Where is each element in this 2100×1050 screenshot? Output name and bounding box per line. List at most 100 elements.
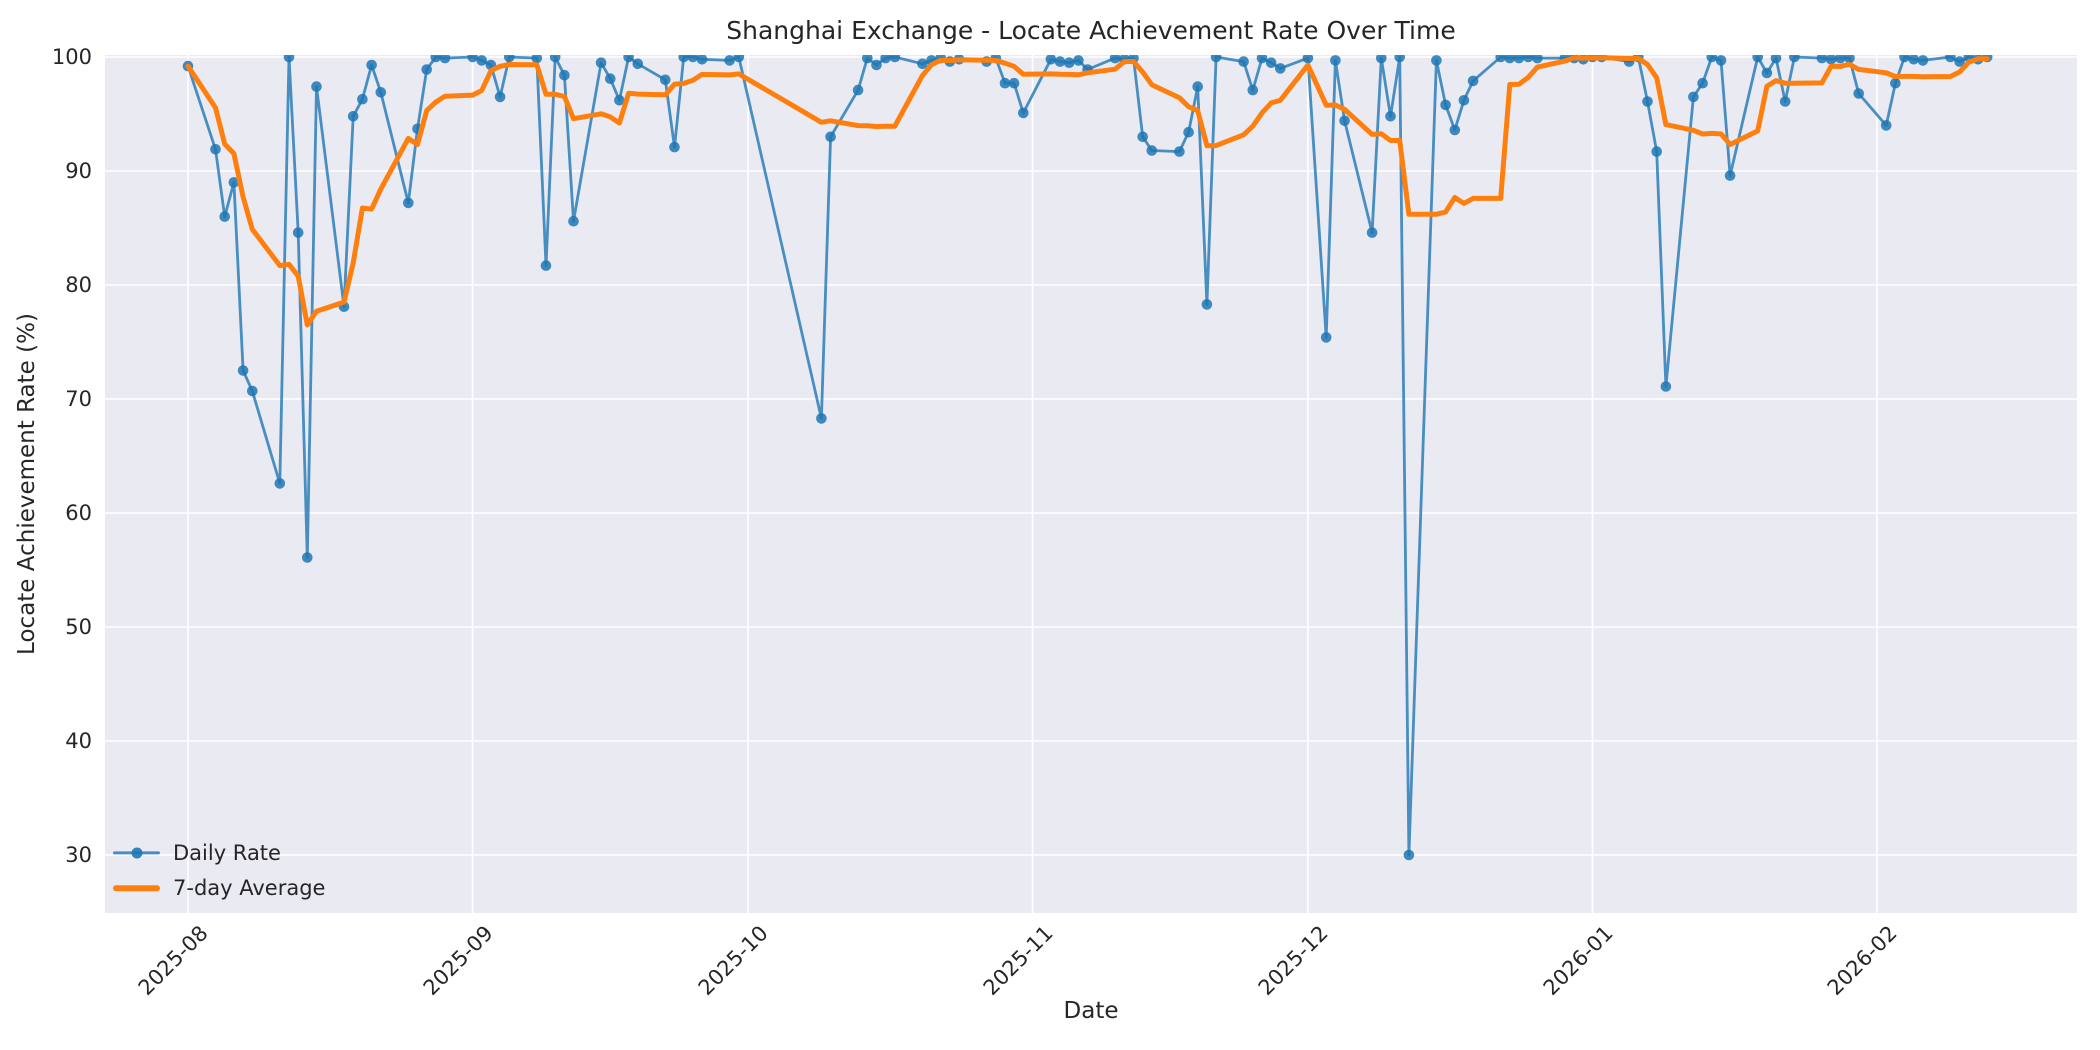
- y-tick-label: 70: [65, 387, 92, 411]
- daily-rate-marker: [1385, 111, 1396, 122]
- daily-rate-marker: [1440, 99, 1451, 111]
- x-axis-label: Date: [1063, 998, 1119, 1024]
- daily-rate-marker: [1174, 146, 1185, 157]
- daily-rate-marker: [1761, 67, 1773, 79]
- daily-rate-marker: [531, 55, 543, 64]
- y-tick-label: 100: [51, 45, 92, 69]
- daily-rate-marker: [1945, 55, 1956, 63]
- daily-rate-marker: [1880, 120, 1892, 131]
- daily-rate-marker: [347, 111, 359, 122]
- daily-rate-marker: [1816, 55, 1828, 64]
- plot-area: [105, 55, 2077, 913]
- daily-rate-marker: [1899, 55, 1910, 63]
- daily-rate-marker: [1789, 55, 1800, 63]
- daily-rate-marker: [1431, 55, 1442, 66]
- daily-rate-marker: [1779, 96, 1791, 107]
- daily-rate-marker: [1256, 55, 1268, 64]
- daily-rate-marker: [1495, 55, 1506, 63]
- daily-rate-marker: [1651, 146, 1662, 157]
- daily-rate-marker: [494, 91, 506, 103]
- daily-rate-marker: [1201, 299, 1213, 310]
- daily-rate-marker: [559, 69, 570, 81]
- legend: Daily Rate 7-day Average: [113, 840, 325, 901]
- daily-rate-marker: [1835, 55, 1846, 64]
- daily-rate-marker: [302, 552, 313, 563]
- daily-rate-marker: [421, 64, 433, 75]
- daily-rate-marker: [1376, 55, 1387, 64]
- daily-rate-marker: [724, 55, 735, 66]
- daily-rate-line-sample-icon: [113, 842, 160, 864]
- daily-rate-marker: [1853, 88, 1864, 99]
- daily-rate-marker: [678, 55, 689, 63]
- daily-rate-marker: [1908, 55, 1919, 65]
- daily-rate-marker: [1394, 55, 1405, 63]
- daily-rate-marker: [632, 58, 644, 70]
- legend-label-7day-average: 7-day Average: [173, 876, 326, 900]
- daily-rate-marker: [1275, 63, 1286, 74]
- daily-rate-marker: [871, 59, 882, 71]
- daily-rate-marker: [228, 177, 240, 188]
- daily-rate-marker: [1467, 75, 1479, 87]
- daily-rate-marker: [1688, 91, 1699, 103]
- daily-rate-marker: [1302, 55, 1314, 64]
- daily-rate-marker: [614, 95, 625, 106]
- series-group: [182, 55, 1993, 861]
- daily-rate-marker: [247, 385, 258, 397]
- daily-rate-marker: [816, 413, 827, 424]
- daily-rate-marker: [1063, 57, 1075, 68]
- daily-rate-marker: [504, 55, 515, 63]
- daily-rate-marker: [1532, 55, 1543, 64]
- daily-rate-marker: [1320, 332, 1332, 343]
- daily-rate-marker: [1054, 56, 1066, 67]
- daily-rate-marker: [1513, 55, 1525, 64]
- daily-rate-marker: [1917, 55, 1929, 66]
- daily-rate-marker: [283, 55, 295, 63]
- daily-rate-marker: [1137, 131, 1148, 143]
- daily-rate-marker: [1008, 77, 1020, 89]
- daily-rate-marker: [568, 215, 579, 227]
- legend-label-daily-rate: Daily Rate: [173, 841, 281, 865]
- daily-rate-marker: [366, 59, 377, 71]
- daily-rate-marker: [1146, 145, 1158, 156]
- daily-rate-marker: [1752, 55, 1763, 63]
- daily-rate-marker: [1265, 57, 1277, 68]
- daily-rate-marker: [219, 211, 230, 222]
- daily-rate-marker: [623, 55, 634, 63]
- daily-rate-marker: [660, 74, 671, 86]
- daily-rate-marker: [1330, 55, 1341, 66]
- daily-rate-marker: [1210, 55, 1222, 63]
- daily-rate-marker: [1890, 77, 1901, 89]
- seven-day-average-line: [185, 55, 1990, 328]
- daily-rate-marker: [1522, 55, 1534, 63]
- daily-rate-marker: [1954, 56, 1965, 67]
- daily-rate-marker: [1504, 55, 1516, 64]
- daily-rate-marker: [917, 58, 928, 70]
- daily-rate-marker: [1247, 84, 1259, 96]
- y-axis-label: Locate Achievement Rate (%): [14, 313, 40, 655]
- daily-rate-marker: [1642, 96, 1653, 107]
- daily-rate-marker: [696, 55, 708, 65]
- daily-rate-marker: [1770, 55, 1782, 64]
- daily-rate-marker: [476, 55, 488, 66]
- daily-rate-marker: [403, 197, 414, 209]
- y-tick-label: 60: [65, 501, 92, 525]
- y-tick-label: 40: [65, 729, 92, 753]
- daily-rate-marker: [595, 57, 607, 68]
- chart-title: Shanghai Exchange - Locate Achievement R…: [726, 16, 1456, 45]
- avg-line-sample-icon: [113, 877, 160, 899]
- daily-rate-marker: [292, 227, 304, 238]
- y-tick-label: 30: [65, 843, 92, 867]
- daily-rate-marker: [1073, 55, 1084, 66]
- daily-rate-marker: [1192, 81, 1203, 92]
- daily-rate-marker: [274, 478, 286, 489]
- daily-rate-marker: [852, 84, 864, 96]
- daily-rate-marker: [430, 55, 442, 63]
- daily-rate-marker: [999, 77, 1011, 89]
- daily-rate-marker: [687, 55, 699, 63]
- daily-rate-marker: [1045, 55, 1057, 65]
- daily-rate-marker: [1715, 55, 1727, 66]
- daily-rate-marker: [1238, 56, 1249, 67]
- daily-rate-marker: [1366, 227, 1378, 238]
